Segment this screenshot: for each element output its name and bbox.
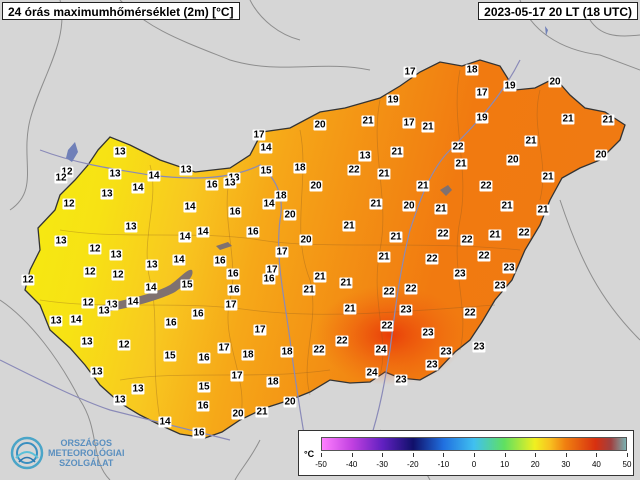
legend-tick [474, 453, 475, 457]
legend-tick-label: 0 [471, 460, 477, 469]
legend-tick-label: 10 [500, 460, 510, 469]
lake-tisza [440, 185, 452, 196]
legend-tick-label: 50 [622, 460, 632, 469]
legend-tick [535, 453, 537, 457]
legend-tick [627, 453, 628, 457]
legend-tick-label: -10 [437, 460, 450, 469]
map-title: 24 órás maximumhőmérséklet (2m) [°C] [2, 2, 240, 20]
legend-tick [412, 453, 414, 457]
legend-tick [382, 453, 384, 457]
legend-tick-label: 40 [591, 460, 601, 469]
legend-tick-label: 20 [530, 460, 540, 469]
logo-text: ORSZÁGOS METEOROLÓGIAI SZOLGÁLAT [48, 438, 125, 468]
legend-ticks: -50 -40 -30 -20 -10 0 10 20 30 40 50 [315, 453, 631, 471]
legend-tick [565, 453, 567, 457]
legend-tick-label: -20 [407, 460, 419, 469]
color-scale-legend: °C -50 -40 -30 -20 -10 0 10 20 30 40 50 [298, 430, 634, 476]
logo-line-1: ORSZÁGOS [60, 438, 112, 448]
legend-tick-label: 30 [561, 460, 571, 469]
legend-tick-label: -30 [376, 460, 388, 469]
legend-tick [351, 453, 353, 457]
warm-region [315, 285, 465, 385]
legend-tick [504, 453, 506, 457]
county-borders [39, 69, 544, 421]
legend-unit: °C [304, 449, 315, 459]
legend-tick [443, 453, 445, 457]
legend-tick [321, 453, 322, 457]
lake-balaton [100, 269, 193, 312]
map-timestamp: 2023-05-17 20 LT (18 UTC) [478, 2, 638, 20]
lake-neusiedl [66, 142, 78, 162]
legend-tick-label: -50 [315, 460, 327, 469]
omsz-logo: ORSZÁGOS METEOROLÓGIAI SZOLGÁLAT [10, 436, 125, 470]
color-scale-bar [321, 437, 627, 451]
hungary-country-shape [24, 59, 626, 439]
logo-line-3: SZOLGÁLAT [59, 458, 114, 468]
logo-line-2: METEOROLÓGIAI [48, 448, 125, 458]
legend-tick [596, 453, 598, 457]
omsz-logo-icon [10, 436, 44, 470]
lake-velence [216, 242, 232, 250]
legend-tick-label: -40 [345, 460, 358, 469]
reservoir-east [545, 26, 548, 36]
